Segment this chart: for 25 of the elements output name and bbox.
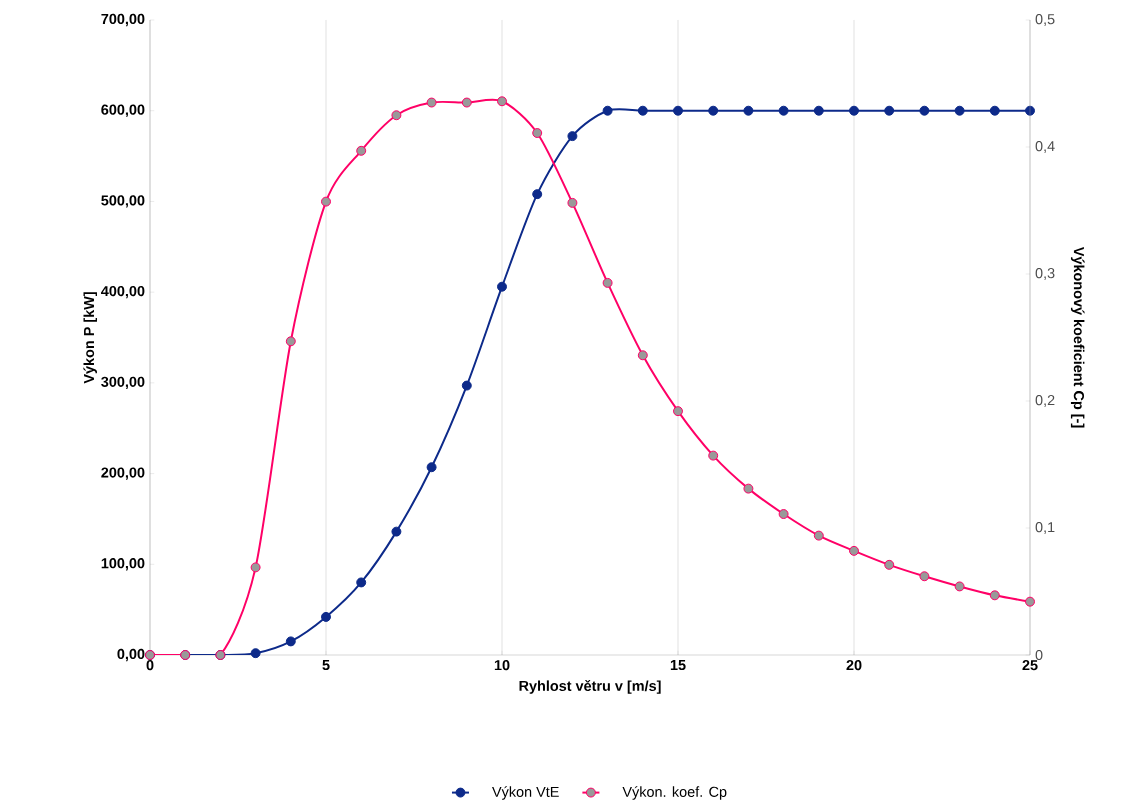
x-tick-label: 15 — [670, 660, 686, 671]
y2-tick-label: 0,4 — [1035, 141, 1055, 153]
y-tick-label: 0,00 — [117, 648, 145, 662]
y-tick-label: 600,00 — [101, 104, 145, 117]
x-tick-label: 0 — [146, 660, 154, 671]
y-tick-label: 100,00 — [101, 558, 145, 571]
y-tick-label: 500,00 — [101, 195, 145, 208]
legend-label: Výkon. koef. Cp — [622, 786, 727, 800]
y-tick-label: 200,00 — [101, 467, 145, 480]
y2-tick-label: 0 — [1035, 649, 1043, 661]
y2-tick-label: 0,1 — [1035, 522, 1055, 534]
y-tick-label: 700,00 — [101, 13, 145, 27]
x-tick-label: 5 — [322, 660, 330, 671]
y2-tick-label: 0,2 — [1035, 395, 1055, 407]
x-tick-label: 20 — [846, 660, 862, 671]
y-axis-title: Výkon P [kW] — [83, 292, 97, 384]
y2-tick-label: 0,3 — [1035, 268, 1055, 280]
x-tick-label: 25 — [1022, 660, 1038, 671]
x-axis-title: Ryhlost větru v [m/s] — [519, 680, 661, 694]
x-tick-label: 10 — [494, 660, 510, 671]
legend-label: Výkon VtE — [492, 786, 559, 800]
y2-axis-title: Výkonový koeficient Cp [-] — [1070, 246, 1085, 428]
y2-tick-label: 0,5 — [1035, 14, 1055, 26]
y-tick-label: 400,00 — [101, 285, 145, 299]
y-tick-label: 300,00 — [101, 376, 145, 390]
